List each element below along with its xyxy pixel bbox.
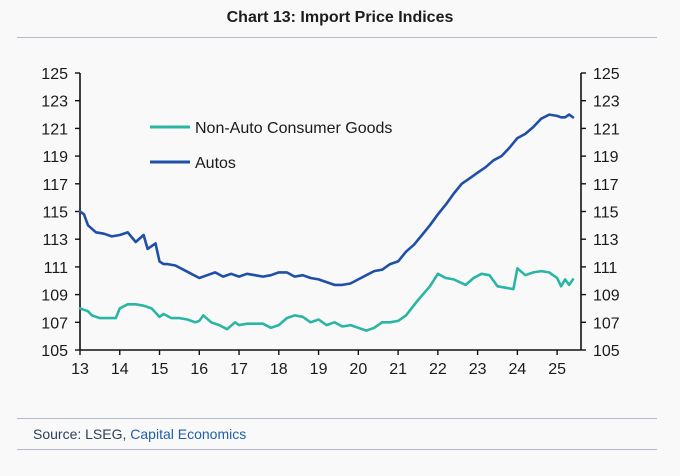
series-line-non-auto-consumer-goods — [78, 266, 575, 332]
y-tick-label-right: 111 — [593, 260, 617, 277]
x-tick-label: 15 — [151, 361, 169, 378]
y-tick-label-left: 109 — [41, 288, 68, 305]
x-tick-label: 18 — [270, 361, 288, 378]
source-divider — [17, 418, 657, 419]
y-tick-label-right: 123 — [593, 94, 620, 111]
y-tick-label-left: 119 — [42, 149, 68, 166]
y-tick-label-left: 125 — [41, 66, 68, 83]
line-chart: 105 105 107 107 109 109 111 111 113 113 115 115 117 1… — [41, 66, 620, 378]
y-tick-label-left: 111 — [44, 260, 68, 277]
x-tick-label: 19 — [310, 361, 328, 378]
bottom-divider — [17, 449, 657, 450]
x-tick-label: 20 — [349, 361, 367, 378]
legend-label: Non-Auto Consumer Goods — [195, 120, 392, 137]
x-tick-label: 25 — [548, 361, 566, 378]
y-tick-label-left: 117 — [42, 177, 68, 194]
y-tick-label-right: 121 — [593, 121, 620, 138]
y-tick-label-left: 115 — [42, 205, 68, 222]
x-tick-label: 21 — [389, 361, 407, 378]
legend-label: Autos — [195, 155, 236, 172]
y-tick-label-right: 119 — [593, 149, 619, 166]
x-tick-label: 13 — [71, 361, 89, 378]
y-tick-label-left: 113 — [42, 232, 68, 249]
x-tick-label: 16 — [190, 361, 208, 378]
x-tick-label: 14 — [111, 361, 129, 378]
y-tick-label-right: 115 — [593, 205, 619, 222]
source-link[interactable]: Capital Economics — [130, 426, 247, 442]
y-tick-label-right: 107 — [593, 315, 620, 332]
y-tick-label-left: 105 — [41, 343, 68, 360]
chart-title: Chart 13: Import Price Indices — [226, 9, 454, 26]
y-tick-label-right: 109 — [593, 288, 620, 305]
y-tick-label-right: 125 — [593, 66, 620, 83]
top-divider — [17, 37, 657, 38]
y-tick-label-right: 113 — [593, 232, 619, 249]
y-tick-label-right: 105 — [593, 343, 620, 360]
y-tick-label-right: 117 — [593, 177, 619, 194]
source-prefix: Source: LSEG, — [33, 426, 131, 442]
y-tick-label-left: 121 — [41, 121, 68, 138]
x-tick-label: 17 — [230, 361, 248, 378]
x-tick-label: 24 — [508, 361, 526, 378]
y-tick-label-left: 123 — [41, 94, 68, 111]
source-note: Source: LSEG, Capital Economics — [33, 426, 246, 442]
series-line-autos — [78, 113, 575, 287]
x-tick-label: 23 — [469, 361, 487, 378]
x-tick-label: 22 — [429, 361, 447, 378]
y-tick-label-left: 107 — [41, 315, 68, 332]
